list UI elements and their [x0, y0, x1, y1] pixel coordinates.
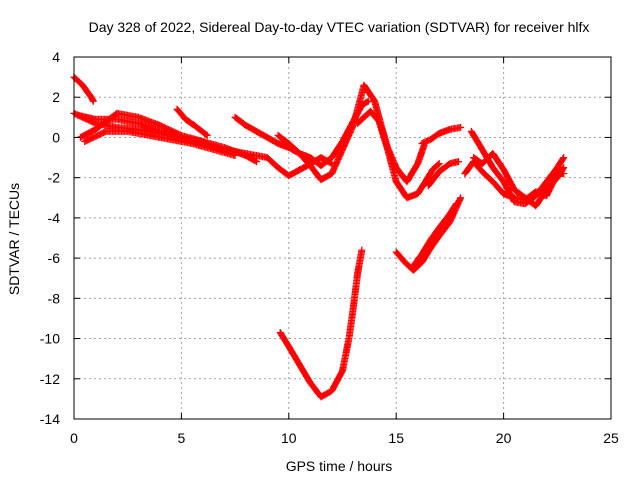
y-tick-label: -10 — [40, 331, 60, 347]
y-tick-labels: -14 -12 -10 -8 -6 -4 -2 0 2 4 — [40, 49, 60, 427]
x-tick-label: 25 — [603, 430, 619, 446]
series-track-17 — [461, 158, 568, 204]
tick-marks — [73, 56, 612, 420]
y-tick-label: -12 — [40, 371, 60, 387]
series-track-4 — [76, 109, 218, 151]
series-track-14 — [276, 246, 366, 401]
series-track-9 — [354, 107, 443, 202]
y-tick-label: -4 — [48, 210, 61, 226]
x-tick-label: 10 — [281, 430, 297, 446]
y-tick-label: 0 — [52, 129, 60, 145]
x-tick-labels: 0 5 10 15 20 25 — [70, 430, 619, 446]
series-track-13 — [409, 200, 460, 270]
y-tick-label: 4 — [52, 49, 60, 65]
y-tick-label: -14 — [40, 411, 60, 427]
x-tick-label: 5 — [178, 430, 186, 446]
series-track-11 — [424, 158, 462, 190]
plot-frame — [73, 56, 612, 420]
chart-title: Day 328 of 2022, Sidereal Day-to-day VTE… — [89, 19, 590, 35]
y-axis-label: SDTVAR / TECUs — [6, 183, 22, 295]
grid — [74, 57, 611, 419]
series-track-6 — [173, 105, 211, 139]
x-axis-label: GPS time / hours — [286, 458, 393, 474]
x-tick-label: 0 — [70, 430, 78, 446]
x-tick-label: 15 — [388, 430, 404, 446]
y-tick-label: 2 — [52, 89, 60, 105]
data-markers — [70, 73, 568, 401]
y-tick-label: -2 — [48, 170, 61, 186]
y-tick-label: -6 — [48, 250, 61, 266]
series-track-5 — [81, 127, 239, 159]
series-track-10 — [418, 123, 465, 147]
x-tick-label: 20 — [496, 430, 512, 446]
y-tick-label: -8 — [48, 290, 61, 306]
